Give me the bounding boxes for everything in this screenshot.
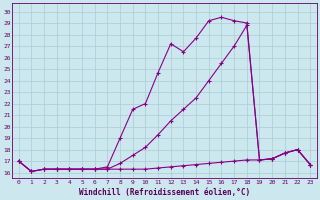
X-axis label: Windchill (Refroidissement éolien,°C): Windchill (Refroidissement éolien,°C) [79, 188, 250, 197]
